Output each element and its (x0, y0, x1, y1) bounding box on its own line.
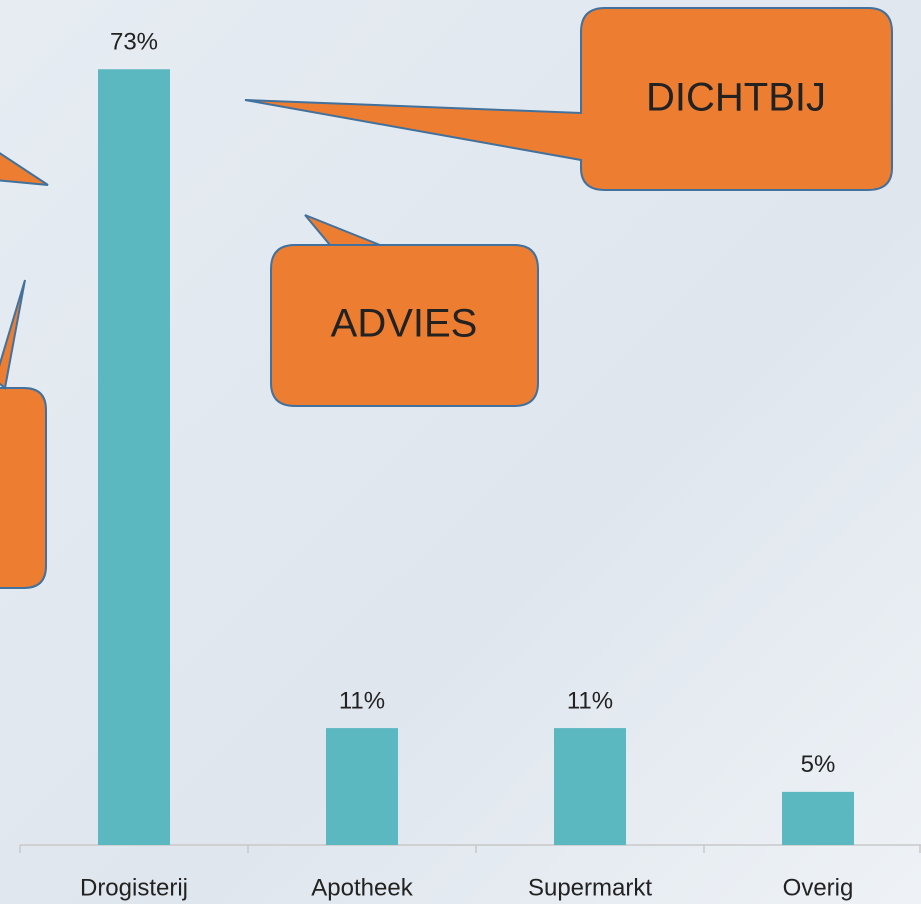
value-label: 73% (110, 29, 158, 56)
x-tick-label: Apotheek (311, 874, 413, 901)
bar (782, 791, 854, 845)
callout-text: ADVIES (331, 302, 478, 346)
bar (554, 728, 626, 845)
callout-left-pointer (0, 152, 49, 186)
bar (326, 728, 398, 845)
value-label: 11% (339, 687, 385, 714)
callout-text: DICHTBIJ (646, 76, 826, 120)
callout-left-pointer-2 (0, 279, 26, 390)
x-tick-label: Drogisterij (80, 874, 188, 901)
bar (98, 69, 170, 845)
callouts (0, 7, 893, 589)
value-label: 5% (801, 751, 836, 778)
callout-left (0, 387, 47, 589)
callout-advies (270, 214, 539, 407)
callout-dichtbij (244, 7, 893, 191)
x-tick-label: Overig (783, 874, 854, 901)
x-tick-label: Supermarkt (528, 874, 652, 901)
value-label: 11% (567, 687, 613, 714)
